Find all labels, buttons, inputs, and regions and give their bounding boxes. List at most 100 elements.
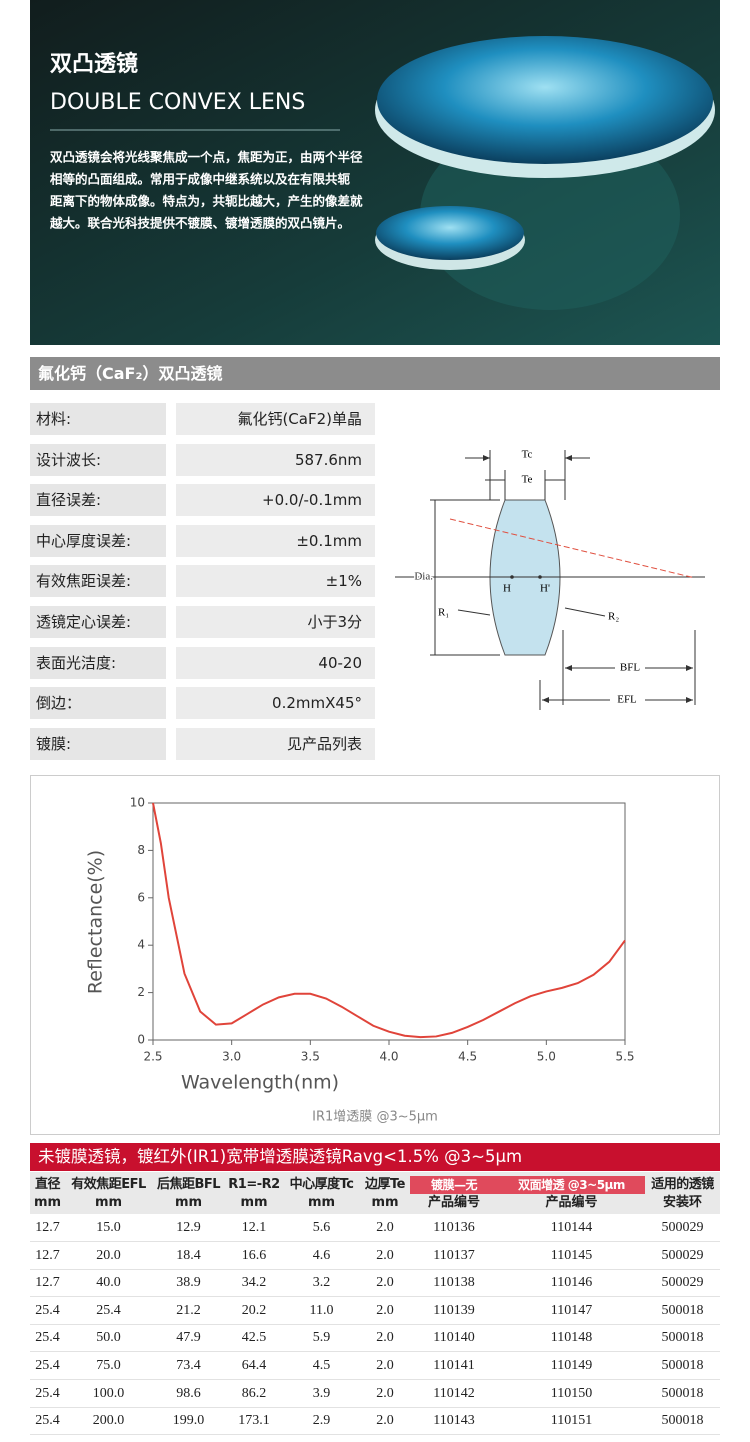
x-tick-label: 4.5 bbox=[458, 1050, 477, 1064]
spec-label: 设计波长: bbox=[30, 443, 166, 476]
x-tick-label: 5.5 bbox=[615, 1050, 634, 1064]
hero-text: 越大。联合光科技提供不镀膜、镀增透膜的双凸镜片。 bbox=[49, 216, 350, 231]
table-cell: 40.0 bbox=[96, 1275, 121, 1291]
table-cell: 110143 bbox=[433, 1413, 475, 1429]
table-cell: 4.5 bbox=[312, 1358, 331, 1373]
chart-caption: IR1增透膜 @3~5µm bbox=[312, 1110, 438, 1125]
table-cell: 110148 bbox=[550, 1330, 593, 1346]
table-cell: 100.0 bbox=[92, 1385, 125, 1401]
table-cell: 110139 bbox=[433, 1302, 475, 1318]
diagram-label: H bbox=[503, 583, 511, 595]
table-cell: 47.9 bbox=[176, 1330, 201, 1346]
spec-label: 材料: bbox=[30, 403, 166, 435]
spec-value: 587.6nm bbox=[176, 443, 375, 476]
column-header: R1=-R2 bbox=[228, 1177, 280, 1192]
table-cell: 20.2 bbox=[241, 1302, 267, 1318]
table-cell: 12.7 bbox=[35, 1247, 60, 1263]
table-cell: 173.1 bbox=[238, 1413, 270, 1429]
table-cell: 75.0 bbox=[96, 1358, 121, 1373]
table-cell: 110140 bbox=[433, 1330, 475, 1346]
table-cell: 12.1 bbox=[241, 1220, 267, 1235]
table-cell: 25.4 bbox=[35, 1413, 60, 1429]
table-cell: 500029 bbox=[661, 1247, 704, 1263]
table-cell: 25.4 bbox=[35, 1302, 60, 1318]
row-line bbox=[30, 1434, 720, 1436]
data-line bbox=[152, 802, 626, 1039]
table-cell: 200.0 bbox=[92, 1413, 125, 1429]
table-cell: 3.9 bbox=[312, 1385, 331, 1401]
x-tick-label: 3.0 bbox=[222, 1050, 241, 1064]
spec-label: 镀膜: bbox=[30, 727, 166, 760]
spec-label: 表面光洁度: bbox=[30, 646, 166, 679]
spec-value: +0.0/-0.1mm bbox=[176, 484, 375, 517]
table-cell: 500018 bbox=[661, 1385, 704, 1401]
table-cell: 3.2 bbox=[312, 1275, 331, 1291]
spec-value: ±0.1mm bbox=[176, 524, 375, 557]
table-cell: 2.0 bbox=[376, 1247, 394, 1263]
diagram-label: EFL bbox=[617, 694, 637, 706]
diagram-label: R₁ bbox=[438, 607, 449, 619]
table-cell: 5.9 bbox=[312, 1330, 331, 1346]
table-cell: 25.4 bbox=[35, 1358, 60, 1373]
table-cell: 11.0 bbox=[309, 1302, 334, 1318]
table-cell: 4.6 bbox=[312, 1247, 331, 1263]
row-line bbox=[30, 1379, 720, 1380]
table-cell: 110151 bbox=[550, 1413, 593, 1429]
column-header: 镀膜—无 bbox=[410, 1176, 498, 1194]
table-cell: 110150 bbox=[550, 1385, 593, 1401]
table-cell: 50.0 bbox=[96, 1330, 121, 1346]
table-cell: 2.0 bbox=[376, 1413, 394, 1429]
column-unit: mm bbox=[174, 1195, 203, 1210]
spec-label: 中心厚度误差: bbox=[30, 524, 166, 557]
table-cell: 110141 bbox=[433, 1358, 475, 1373]
spec-value: 氟化钙(CaF2)单晶 bbox=[176, 403, 375, 435]
spec-value: ±1% bbox=[176, 565, 375, 598]
table-cell: 110146 bbox=[550, 1275, 593, 1291]
x-tick-label: 5.0 bbox=[537, 1050, 556, 1064]
table-cell: 500029 bbox=[661, 1220, 704, 1235]
table-cell: 38.9 bbox=[176, 1275, 201, 1291]
table-cell: 34.2 bbox=[241, 1275, 267, 1291]
table-cell: 15.0 bbox=[96, 1220, 121, 1235]
diagram-label: Te bbox=[522, 474, 533, 486]
table-cell: 42.5 bbox=[241, 1330, 267, 1346]
row-line bbox=[30, 1323, 720, 1325]
y-tick-label: 10 bbox=[130, 796, 145, 810]
column-unit: 安装环 bbox=[662, 1195, 702, 1210]
column-unit: mm bbox=[371, 1195, 399, 1210]
hero-subtitle: DOUBLE CONVEX LENS bbox=[50, 90, 305, 115]
table-cell: 110138 bbox=[433, 1275, 475, 1291]
y-axis-title: Reflectance(%) bbox=[85, 850, 107, 994]
table-cell: 2.0 bbox=[376, 1275, 394, 1291]
column-header: 有效焦距EFL bbox=[71, 1177, 146, 1192]
hero: 双凸透镜 DOUBLE CONVEX LENS 双凸透镜会将光线聚焦成一个点，焦… bbox=[30, 0, 720, 345]
table-cell: 110136 bbox=[433, 1220, 475, 1235]
table-cell: 16.6 bbox=[241, 1247, 267, 1263]
hero-text: 双凸透镜会将光线聚焦成一个点，焦距为正，由两个半径 bbox=[49, 150, 363, 165]
spec-value: 见产品列表 bbox=[176, 727, 375, 760]
column-header: 边厚Te bbox=[365, 1177, 405, 1192]
x-tick-label: 3.5 bbox=[301, 1050, 320, 1064]
table-cell: 2.0 bbox=[376, 1330, 394, 1346]
table-cell: 110144 bbox=[550, 1220, 593, 1235]
spec-label: 直径误差: bbox=[30, 484, 166, 517]
y-tick-label: 0 bbox=[137, 1033, 145, 1047]
table-cell: 12.7 bbox=[35, 1275, 60, 1291]
table-cell: 25.4 bbox=[35, 1330, 60, 1346]
row-line bbox=[30, 1406, 720, 1408]
hero-title: 双凸透镜 bbox=[50, 51, 138, 77]
table-cell: 110147 bbox=[550, 1302, 593, 1318]
column-unit: 产品编号 bbox=[427, 1195, 480, 1210]
column-header: 后焦距BFL bbox=[156, 1177, 221, 1192]
table-cell: 86.2 bbox=[241, 1385, 267, 1401]
table-cell: 2.9 bbox=[312, 1413, 331, 1429]
table-cell: 20.0 bbox=[96, 1247, 121, 1263]
table-cell: 73.4 bbox=[176, 1358, 201, 1373]
section-title: 氟化钙（CaF₂）双凸透镜 bbox=[30, 357, 720, 390]
table-cell: 110149 bbox=[550, 1358, 593, 1373]
diagram-label: Dia. bbox=[414, 571, 433, 583]
hero-text: 距离下的物体成像。特点为，共轭比越大，产生的像差就 bbox=[50, 194, 363, 209]
column-header: 中心厚度Tc bbox=[289, 1177, 354, 1192]
spec-label: 有效焦距误差: bbox=[30, 565, 166, 598]
